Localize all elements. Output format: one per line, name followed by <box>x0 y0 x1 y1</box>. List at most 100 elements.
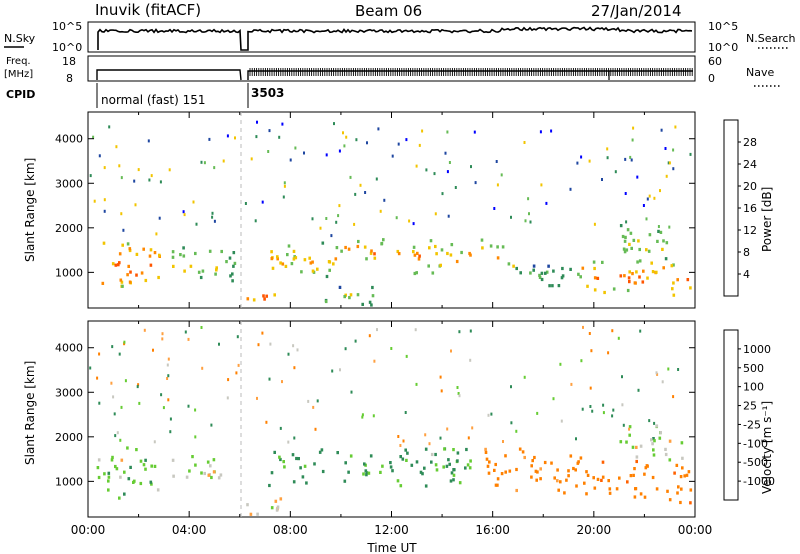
power-cell <box>201 269 205 273</box>
power-cell <box>134 203 137 207</box>
power-cell <box>418 254 421 258</box>
power-cell <box>576 161 579 165</box>
power-cell <box>670 264 674 268</box>
velocity-cell <box>504 454 507 458</box>
power-cell <box>195 222 198 226</box>
velocity-cell <box>161 337 164 341</box>
power-cell <box>122 228 125 232</box>
velocity-cell <box>188 469 191 473</box>
velocity-cell <box>200 326 203 329</box>
power-cell <box>142 247 145 251</box>
velocity-cell <box>586 473 590 477</box>
power-cell <box>642 204 645 207</box>
velocity-cell <box>111 455 114 459</box>
power-cell <box>127 264 130 268</box>
velocity-cell <box>410 463 414 467</box>
velocity-colorbar-label-tick: -1000 <box>743 475 775 488</box>
velocity-cell <box>559 362 562 366</box>
velocity-colorbar-label-tick: 100 <box>743 381 764 394</box>
velocity-cell <box>160 393 163 397</box>
power-cell <box>449 253 453 257</box>
velocity-cell <box>167 374 170 378</box>
velocity-cell <box>402 439 405 443</box>
velocity-cell <box>166 363 169 367</box>
velocity-cell <box>466 463 470 467</box>
power-cell <box>144 278 148 283</box>
power-cell <box>118 252 122 256</box>
velocity-cell <box>424 433 427 437</box>
cpid-segment-1: normal (fast) 151 <box>101 93 205 107</box>
power-cell <box>244 202 247 205</box>
power-cell <box>368 300 372 304</box>
power-cell <box>630 246 633 250</box>
power-cell <box>183 269 186 273</box>
power-cell <box>270 257 274 261</box>
velocity-cell <box>120 458 124 462</box>
power-cell <box>273 293 276 297</box>
velocity-cell <box>129 465 132 469</box>
power-cell <box>627 276 631 280</box>
velocity-cell <box>588 332 591 335</box>
velocity-cell <box>635 459 638 464</box>
velocity-cell <box>592 476 595 480</box>
velocity-cell <box>191 455 194 459</box>
power-cell <box>354 192 357 196</box>
power-cell <box>632 126 635 130</box>
power-cell <box>292 249 296 253</box>
velocity-cell <box>452 468 455 472</box>
power-cell <box>527 197 530 201</box>
velocity-cell <box>582 325 584 329</box>
freq-label-line1: Freq. <box>6 56 31 67</box>
power-cell <box>657 225 660 228</box>
velocity-cell <box>98 401 101 405</box>
power-cell <box>371 285 374 290</box>
power-cell <box>606 147 609 151</box>
velocity-cell <box>367 471 371 475</box>
ytick-label: 2000 <box>55 222 83 235</box>
power-cell <box>489 244 493 248</box>
power-cell <box>281 122 284 126</box>
velocity-cell <box>583 481 586 485</box>
velocity-cell <box>270 471 274 475</box>
velocity-cell <box>608 491 612 495</box>
power-cell <box>581 266 585 270</box>
power-cell <box>596 276 600 280</box>
velocity-cell <box>344 461 347 465</box>
velocity-cell <box>631 445 635 449</box>
velocity-cell <box>484 447 487 451</box>
power-cell <box>435 252 438 256</box>
power-cell <box>395 216 398 220</box>
velocity-cell <box>424 447 428 451</box>
velocity-cell <box>625 440 628 444</box>
velocity-cell <box>435 468 439 472</box>
power-cell <box>454 186 457 189</box>
velocity-cell <box>381 464 384 468</box>
power-cell <box>103 166 106 170</box>
velocity-cell <box>276 505 280 509</box>
power-cell <box>319 226 322 230</box>
power-cell <box>648 194 651 198</box>
power-cell <box>637 239 640 243</box>
power-cell <box>519 271 522 275</box>
xtick-label: 12:00 <box>374 523 409 537</box>
power-cell <box>560 276 564 280</box>
power-cell <box>119 278 123 282</box>
power-cell <box>356 244 360 249</box>
nsky-tick-bottom: 10^0 <box>52 41 82 54</box>
velocity-cell <box>283 465 286 469</box>
power-cell <box>397 142 400 146</box>
power-cell <box>357 239 360 244</box>
velocity-cell <box>687 470 691 474</box>
cpid-label: CPID <box>6 88 35 101</box>
velocity-cell <box>369 454 373 458</box>
power-cell <box>135 252 139 256</box>
velocity-cell <box>143 328 146 332</box>
velocity-cell <box>656 372 659 376</box>
power-cell <box>636 260 639 264</box>
velocity-cell <box>469 459 472 463</box>
power-cell <box>325 274 329 279</box>
velocity-cell <box>500 472 504 476</box>
power-cell <box>232 251 236 255</box>
power-cell <box>455 259 459 264</box>
power-cell <box>361 302 364 306</box>
